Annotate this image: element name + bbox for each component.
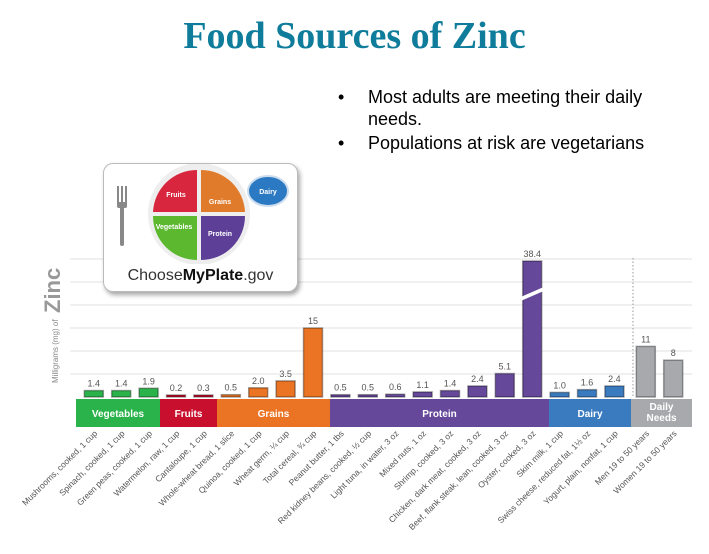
bar xyxy=(576,388,598,398)
bar-value-label: 0.5 xyxy=(362,383,375,393)
myplate-icon: Fruits Grains Vegetables Protein Dairy xyxy=(117,163,289,265)
bar xyxy=(83,389,105,398)
bar-value-label: 1.1 xyxy=(416,380,429,390)
y-axis-label-small: Milligrams (mg) of xyxy=(51,319,60,383)
bar xyxy=(467,385,488,398)
bar-value-label: 1.6 xyxy=(581,378,594,388)
category-band xyxy=(217,399,330,427)
bar-value-label: 1.9 xyxy=(142,376,155,386)
bar-value-label: 1.4 xyxy=(88,379,101,389)
category-band-label: Dairy xyxy=(577,409,602,420)
bar-value-label: 0.5 xyxy=(334,383,347,393)
bar xyxy=(384,393,406,398)
bar xyxy=(110,389,132,398)
bar xyxy=(412,391,433,398)
category-band-label: Fruits xyxy=(175,409,203,420)
axis-break-mark xyxy=(520,287,544,301)
bar-value-label: 0.6 xyxy=(389,382,402,392)
category-band xyxy=(160,399,217,427)
bar xyxy=(521,260,543,398)
bar xyxy=(439,389,461,398)
bar-value-label: 0.5 xyxy=(225,383,238,393)
category-band xyxy=(549,399,631,427)
bar-value-label: 0.3 xyxy=(197,383,210,393)
bar xyxy=(138,387,159,398)
bar xyxy=(494,372,516,398)
bar-value-label: 2.4 xyxy=(471,374,484,384)
category-band-label: Needs xyxy=(646,413,676,424)
choosemyplate-logo: Fruits Grains Vegetables Protein Dairy C… xyxy=(103,163,298,292)
bar xyxy=(357,393,379,398)
bar xyxy=(220,393,242,398)
bar xyxy=(247,387,269,398)
y-axis-label-big: Zinc xyxy=(40,268,65,313)
logo-prefix: Choose xyxy=(127,267,183,284)
category-band-label: Daily xyxy=(650,402,674,413)
bar xyxy=(302,327,324,398)
x-tick-label: Beef, flank steak, lean, cooked, 3 oz xyxy=(407,428,511,532)
logo-grains-label: Grains xyxy=(209,199,231,206)
logo-dairy-label: Dairy xyxy=(259,189,277,196)
bar-value-label: 0.2 xyxy=(170,383,183,393)
bar xyxy=(604,385,625,398)
bar-value-label: 2.4 xyxy=(608,374,621,384)
bar-value-label: 38.4 xyxy=(523,249,541,259)
bar-value-label: 2.0 xyxy=(252,376,265,386)
logo-wordmark: ChooseMyPlate.gov xyxy=(104,267,297,285)
fork-icon xyxy=(117,186,127,246)
logo-fruits-label: Fruits xyxy=(166,192,186,199)
bullet-item: Populations at risk are vegetarians xyxy=(338,132,698,154)
bar-value-label: 8 xyxy=(671,348,676,358)
bar xyxy=(635,345,657,398)
bar-value-label: 5.1 xyxy=(499,362,512,372)
category-band-label: Grains xyxy=(258,409,290,420)
bullet-list: Most adults are meeting their daily need… xyxy=(338,86,698,156)
bar xyxy=(662,359,684,398)
bar xyxy=(330,393,351,398)
bar-value-label: 15 xyxy=(308,316,318,326)
category-band xyxy=(76,399,160,427)
category-band xyxy=(631,399,692,427)
logo-bold: MyPlate xyxy=(182,267,244,284)
bar-value-label: 1.0 xyxy=(553,380,566,390)
bullet-item: Most adults are meeting their daily need… xyxy=(338,86,698,130)
category-band-label: Protein xyxy=(422,409,456,420)
bar xyxy=(193,394,214,398)
bar xyxy=(275,380,296,398)
logo-suffix: .gov xyxy=(243,267,274,284)
bar xyxy=(549,391,570,398)
slide-title: Food Sources of Zinc xyxy=(183,15,526,57)
bar-value-label: 1.4 xyxy=(444,379,457,389)
bar-value-label: 11 xyxy=(641,334,650,344)
bar-value-label: 1.4 xyxy=(115,379,128,389)
logo-protein-label: Protein xyxy=(208,231,232,238)
bar-value-label: 3.5 xyxy=(279,369,292,379)
category-band xyxy=(330,399,549,427)
category-band-label: Vegetables xyxy=(92,409,145,420)
logo-vegetables-label: Vegetables xyxy=(156,224,193,231)
bar xyxy=(165,394,187,398)
